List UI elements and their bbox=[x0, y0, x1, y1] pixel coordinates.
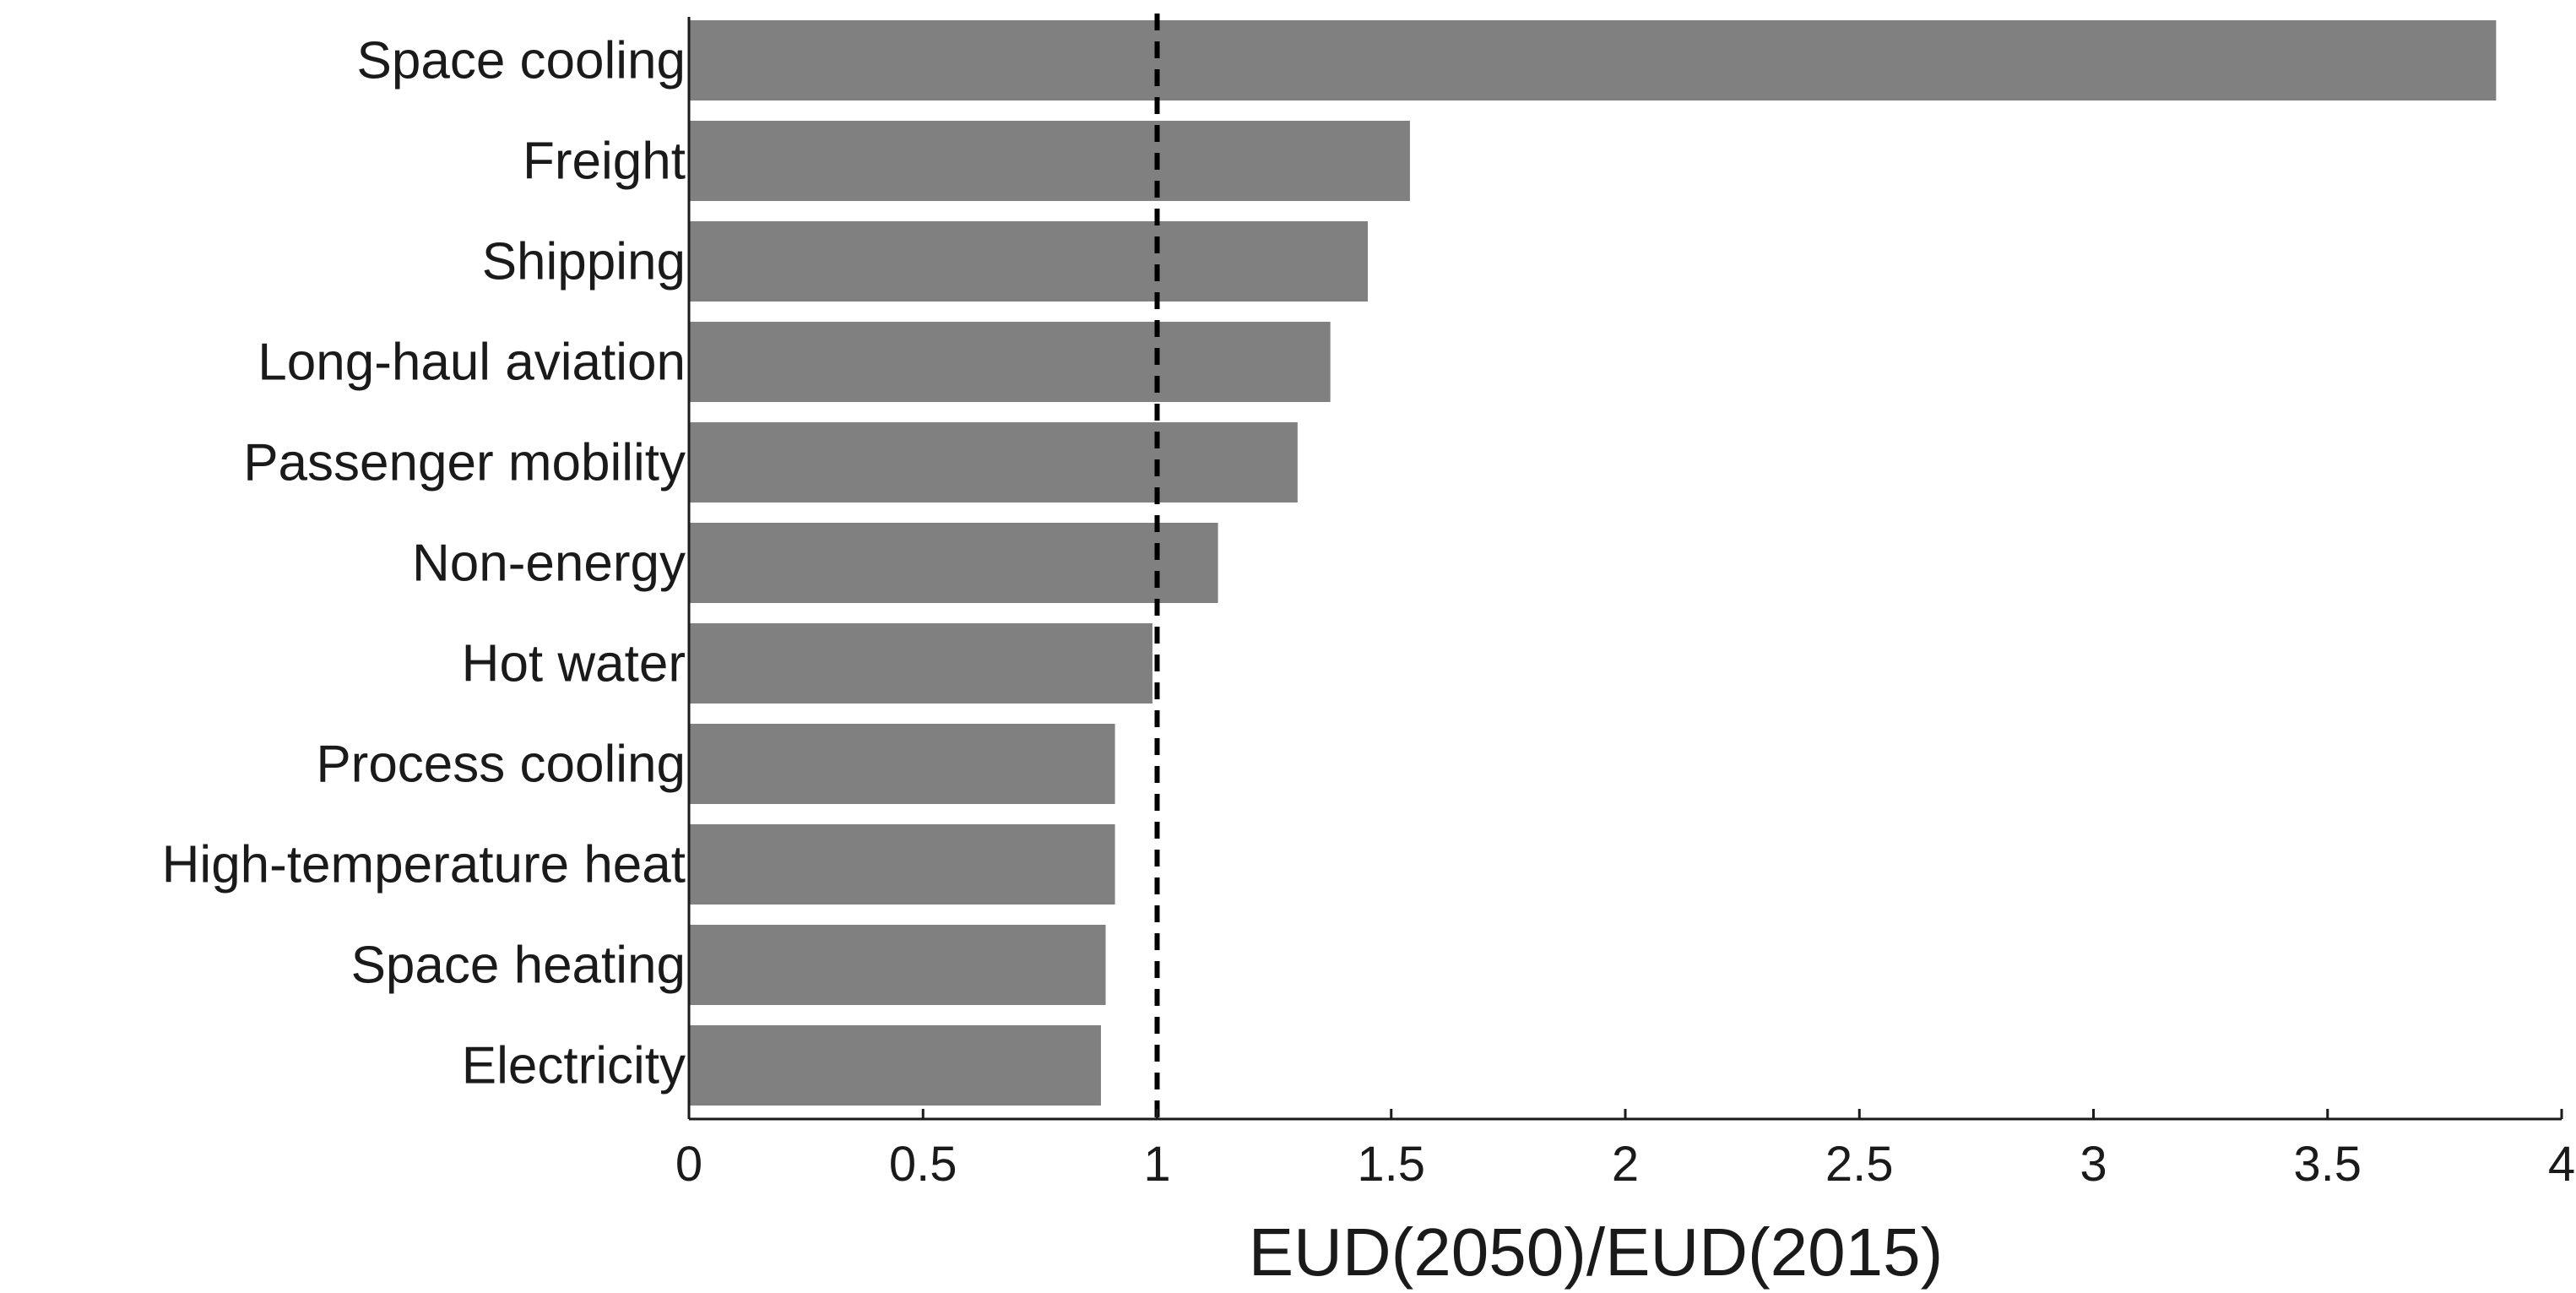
x-ticks-group: 0 0.5 1 1.5 2 2.5 3 3.5 4 bbox=[675, 1109, 2575, 1192]
bar bbox=[689, 824, 1115, 905]
category-label: Freight bbox=[523, 133, 686, 191]
bar bbox=[689, 623, 1152, 704]
x-tick-label: 3 bbox=[2080, 1137, 2107, 1192]
bar bbox=[689, 422, 1298, 503]
category-labels-group: Space cooling Freight Shipping Long-haul av… bbox=[162, 32, 686, 1095]
category-label: Electricity bbox=[462, 1037, 686, 1095]
bars-group bbox=[689, 20, 2497, 1106]
x-tick-label: 3.5 bbox=[2293, 1137, 2362, 1192]
bar bbox=[689, 523, 1218, 603]
x-tick-label: 2 bbox=[1612, 1137, 1639, 1192]
x-axis-title: EUD(2050)/EUD(2015) bbox=[1249, 1214, 1944, 1290]
category-label: High-temperature heat bbox=[162, 836, 686, 894]
x-tick-label: 0.5 bbox=[889, 1137, 957, 1192]
bar bbox=[689, 20, 2497, 101]
category-label: Space heating bbox=[351, 937, 686, 995]
category-label: Long-haul aviation bbox=[258, 334, 686, 392]
bar bbox=[689, 322, 1331, 402]
bar bbox=[689, 1025, 1101, 1106]
x-tick-label: 4 bbox=[2548, 1137, 2575, 1192]
category-label: Space cooling bbox=[357, 32, 686, 90]
category-label: Passenger mobility bbox=[243, 434, 686, 492]
category-label: Shipping bbox=[482, 233, 686, 291]
x-tick-label: 0 bbox=[675, 1137, 702, 1192]
x-tick-label: 1 bbox=[1143, 1137, 1170, 1192]
bar bbox=[689, 121, 1410, 201]
x-tick-label: 1.5 bbox=[1357, 1137, 1425, 1192]
category-label: Process cooling bbox=[316, 736, 686, 794]
bar bbox=[689, 925, 1106, 1005]
bar bbox=[689, 724, 1115, 804]
bar bbox=[689, 221, 1369, 302]
x-tick-label: 2.5 bbox=[1825, 1137, 1894, 1192]
category-label: Non-energy bbox=[412, 535, 686, 593]
category-label: Hot water bbox=[462, 635, 686, 693]
